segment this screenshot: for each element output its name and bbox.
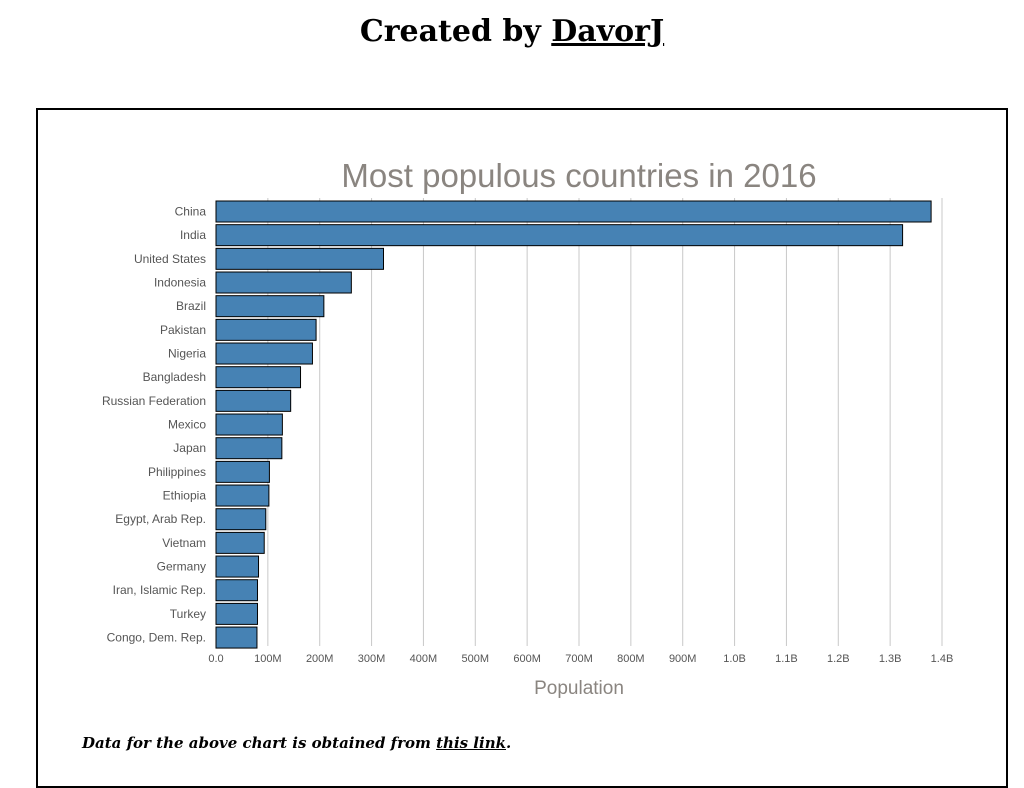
x-tick-label: 500M	[462, 653, 490, 665]
source-link[interactable]: this link	[436, 734, 507, 752]
x-tick-label: 1.3B	[879, 653, 902, 665]
footer-note: Data for the above chart is obtained fro…	[82, 734, 511, 752]
bar	[215, 247, 384, 270]
bar	[215, 389, 292, 412]
title-prefix: Created by	[359, 14, 552, 49]
bar	[215, 555, 260, 578]
bar	[215, 460, 270, 483]
category-label: Germany	[157, 560, 206, 574]
category-label: Egypt, Arab Rep.	[115, 512, 206, 526]
x-tick-label: 700M	[565, 653, 593, 665]
category-label: Mexico	[168, 418, 206, 432]
x-tick-label: 900M	[669, 653, 697, 665]
bar-chart: China India United States Indonesia Brazil Pa…	[102, 157, 953, 699]
bar	[215, 342, 313, 365]
category-labels: China India United States Indonesia Brazil Pa…	[102, 205, 206, 645]
author-link[interactable]: DavorJ	[551, 14, 665, 49]
category-label: Iran, Islamic Rep.	[113, 583, 206, 597]
x-tick-label: 1.4B	[931, 653, 954, 665]
chart-frame: China India United States Indonesia Brazil Pa…	[36, 108, 1008, 788]
x-tick-labels: 0.0 100M 200M 300M 400M 500M 600M 700M 800M 900M 1…	[208, 653, 953, 665]
category-label: Bangladesh	[143, 370, 206, 384]
category-label: Ethiopia	[163, 489, 207, 503]
footer-prefix: Data for the above chart is obtained fro…	[82, 734, 437, 752]
category-label: Pakistan	[160, 323, 206, 337]
category-label: India	[180, 228, 206, 242]
bar	[215, 318, 317, 341]
bar	[215, 626, 258, 649]
category-label: Indonesia	[154, 276, 206, 290]
category-label: Japan	[173, 441, 206, 455]
category-label: Vietnam	[162, 536, 206, 550]
x-axis-label: Population	[534, 678, 624, 699]
bar	[215, 437, 283, 460]
category-label: Nigeria	[168, 347, 206, 361]
page-title: Created by DavorJ	[0, 14, 1024, 49]
footer-suffix: .	[506, 734, 512, 752]
bar	[215, 508, 267, 531]
category-label: Russian Federation	[102, 394, 206, 408]
category-label: Brazil	[176, 299, 206, 313]
bars	[215, 200, 932, 649]
x-tick-label: 1.0B	[723, 653, 746, 665]
category-label: China	[175, 205, 207, 219]
bar	[215, 531, 265, 554]
x-tick-label: 300M	[358, 653, 386, 665]
bar	[215, 579, 258, 602]
x-tick-label: 0.0	[208, 653, 223, 665]
bar	[215, 295, 325, 318]
category-label: Turkey	[170, 607, 206, 621]
bar	[215, 200, 932, 223]
gridlines	[267, 198, 943, 646]
bar	[215, 484, 270, 507]
x-tick-label: 1.1B	[775, 653, 798, 665]
chart-title: Most populous countries in 2016	[341, 157, 816, 194]
x-tick-label: 800M	[617, 653, 645, 665]
category-label: Philippines	[148, 465, 206, 479]
x-tick-label: 200M	[306, 653, 334, 665]
x-tick-label: 400M	[410, 653, 438, 665]
x-tick-label: 1.2B	[827, 653, 850, 665]
x-tick-label: 100M	[254, 653, 282, 665]
category-label: Congo, Dem. Rep.	[107, 631, 206, 645]
bar	[215, 602, 258, 625]
x-tick-label: 600M	[513, 653, 541, 665]
bar	[215, 224, 904, 247]
bar	[215, 413, 283, 436]
category-label: United States	[134, 252, 206, 266]
bar	[215, 366, 302, 389]
bar	[215, 271, 352, 294]
